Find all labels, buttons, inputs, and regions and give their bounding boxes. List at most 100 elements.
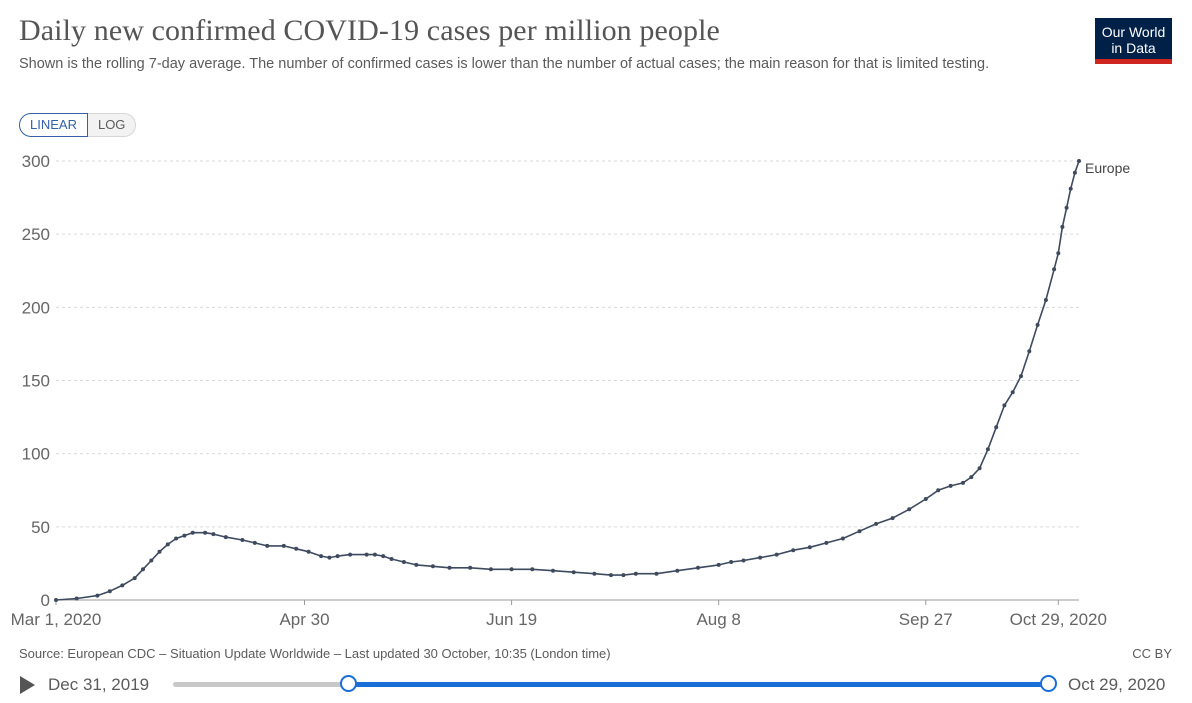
data-point (1060, 224, 1065, 229)
data-point (758, 555, 763, 560)
license-link[interactable]: CC BY (1132, 646, 1172, 661)
data-point (132, 576, 137, 581)
y-tick-label: 150 (22, 372, 50, 391)
data-point (1072, 170, 1077, 175)
data-point (633, 571, 638, 576)
chart-title: Daily new confirmed COVID-19 cases per m… (19, 14, 720, 47)
x-tick-label: Mar 1, 2020 (11, 610, 102, 629)
data-point (907, 507, 912, 512)
data-point (447, 565, 452, 570)
data-point (1077, 159, 1081, 163)
data-point (281, 543, 286, 548)
data-point (1043, 298, 1048, 302)
data-point (807, 545, 812, 550)
data-point (149, 558, 154, 563)
data-point (985, 447, 990, 452)
series-label-europe: Europe (1085, 160, 1130, 176)
data-point (319, 554, 324, 559)
x-tick-label: Apr 30 (279, 610, 329, 629)
data-point (961, 480, 965, 485)
data-point (977, 466, 982, 471)
data-point (182, 533, 187, 538)
data-point (923, 497, 928, 501)
data-point (969, 475, 974, 480)
data-point (791, 548, 796, 553)
timeline-start-label: Dec 31, 2019 (48, 675, 150, 694)
chart-subtitle: Shown is the rolling 7-day average. The … (19, 56, 990, 72)
data-point (364, 552, 369, 557)
data-point (95, 593, 100, 598)
data-point (774, 552, 779, 557)
owid-logo[interactable]: Our World in Data (1095, 18, 1172, 64)
linear-scale-button[interactable]: LINEAR (19, 113, 88, 137)
data-point (335, 554, 340, 559)
data-point (948, 483, 953, 488)
data-point (327, 555, 332, 560)
data-point (141, 567, 145, 572)
scale-toggle: LINEAR LOG (19, 113, 137, 137)
y-axis: 0 50 100 150 200 250 300 (22, 152, 50, 610)
data-point (621, 573, 626, 578)
logo-line-2: in Data (1111, 40, 1156, 56)
x-tick-label: Jun 19 (486, 610, 537, 629)
line-chart: 0 50 100 150 200 250 300 Mar 1, 2020 Apr 30 Jun … (11, 152, 1131, 629)
data-point (1068, 186, 1073, 191)
data-point (1035, 322, 1040, 327)
log-scale-button[interactable]: LOG (87, 113, 137, 137)
data-point (389, 557, 394, 561)
data-point (857, 529, 862, 534)
data-point (936, 488, 941, 493)
data-point (551, 568, 555, 573)
data-point (252, 540, 257, 545)
data-point (530, 567, 535, 572)
data-point (414, 562, 419, 567)
data-point (874, 521, 879, 526)
series-europe: Europe (54, 159, 1130, 602)
data-point (211, 532, 216, 537)
data-point (729, 560, 734, 564)
data-point (157, 549, 162, 554)
x-axis: Mar 1, 2020 Apr 30 Jun 19 Aug 8 Sep 27 Oct 29… (11, 600, 1107, 629)
data-point (372, 552, 377, 557)
source-note: Source: European CDC – Situation Update … (19, 646, 611, 661)
data-point (675, 568, 680, 573)
y-tick-label: 50 (31, 518, 50, 537)
data-point (1052, 267, 1057, 272)
data-point (1002, 403, 1007, 408)
data-point (468, 565, 473, 570)
data-point (401, 560, 406, 564)
data-point (107, 589, 112, 594)
data-point (265, 543, 270, 548)
x-tick-label: Sep 27 (899, 610, 953, 629)
data-point (571, 570, 576, 575)
data-point (716, 562, 721, 567)
data-point (306, 549, 311, 554)
y-tick-label: 300 (22, 152, 50, 171)
data-point (174, 536, 179, 541)
data-point (190, 530, 195, 535)
data-point (430, 564, 435, 569)
y-tick-label: 200 (22, 298, 50, 317)
data-point (824, 540, 829, 545)
x-tick-label: Oct 29, 2020 (1010, 610, 1107, 629)
data-point (165, 542, 170, 547)
data-point (223, 535, 228, 540)
play-icon[interactable] (20, 676, 35, 694)
data-point (294, 546, 299, 551)
data-point (203, 530, 208, 535)
data-point (1027, 349, 1032, 354)
data-point (488, 567, 493, 572)
timeline-start-handle[interactable] (340, 675, 357, 692)
timeline-end-handle[interactable] (1040, 675, 1057, 692)
y-tick-label: 0 (41, 591, 50, 610)
data-point (840, 536, 845, 541)
timeline-selected-range (348, 682, 1048, 687)
data-point (348, 552, 353, 557)
timeline-end-label: Oct 29, 2020 (1068, 675, 1166, 694)
gridlines (56, 160, 1079, 601)
data-point (654, 571, 659, 576)
data-point (1064, 205, 1069, 210)
data-point (120, 583, 125, 588)
data-point (609, 573, 613, 578)
data-point (696, 565, 700, 570)
